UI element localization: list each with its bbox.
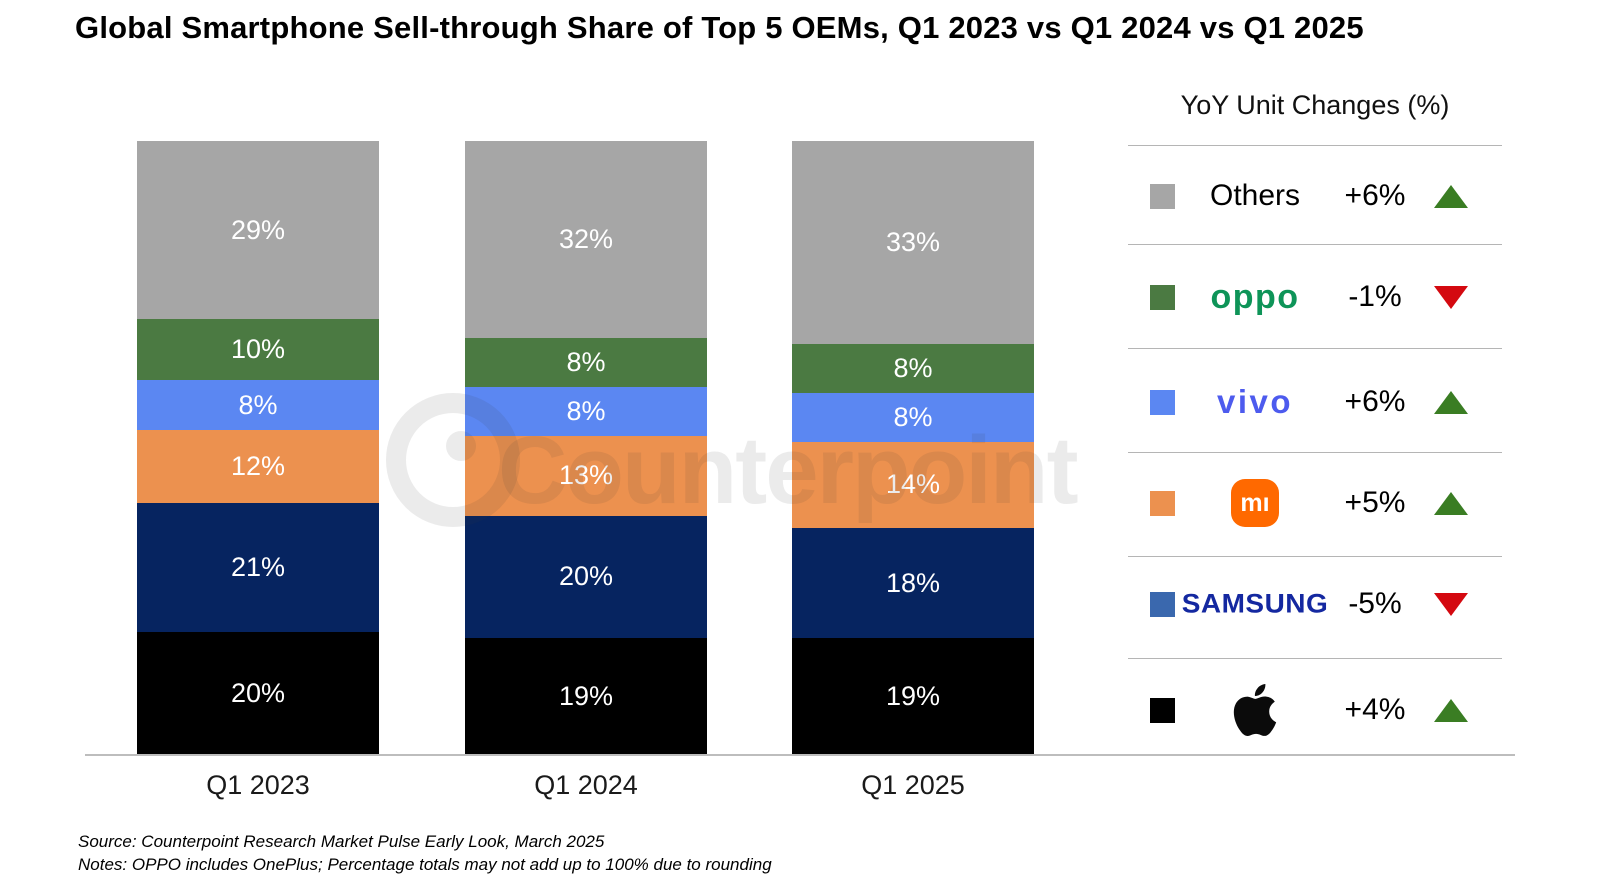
oppo-logo: oppo: [1210, 277, 1300, 316]
bar-segment-samsung: 21%: [137, 503, 379, 633]
up-triangle-icon: [1434, 698, 1468, 722]
x-axis-line: [85, 754, 1515, 756]
legend-row-samsung: SAMSUNG -5%: [1128, 559, 1502, 649]
legend-divider: [1128, 658, 1502, 659]
bar-segment-oppo: 10%: [137, 319, 379, 381]
segment-value-label: 29%: [230, 214, 286, 245]
xiaomi-change-value: +5%: [1344, 486, 1406, 519]
others-swatch: [1150, 183, 1175, 209]
bar-segment-xiaomi: 14%: [792, 441, 1034, 528]
mi-logo-glyph: mı: [1240, 488, 1270, 517]
legend-divider: [1128, 145, 1502, 146]
page-title: Global Smartphone Sell-through Share of …: [75, 10, 1364, 45]
segment-value-label: 33%: [885, 226, 941, 257]
samsung-change-value: -5%: [1348, 587, 1402, 620]
bar-segment-vivo: 8%: [137, 380, 379, 430]
notes-line: Notes: OPPO includes OnePlus; Percentage…: [78, 855, 772, 874]
vivo-logo: vivo: [1216, 383, 1294, 420]
apple-change-value: +4%: [1344, 693, 1406, 726]
segment-value-label: 20%: [558, 561, 614, 592]
others-change-value: +6%: [1344, 179, 1406, 212]
oppo-swatch: [1150, 284, 1175, 310]
samsung-swatch: [1150, 591, 1175, 617]
x-axis-label: Q1 2025: [861, 770, 965, 800]
bar-segment-xiaomi: 13%: [465, 435, 707, 516]
apple-logo-icon: [1229, 682, 1281, 738]
bar-segment-vivo: 8%: [792, 392, 1034, 442]
legend-divider: [1128, 244, 1502, 245]
samsung-logo: SAMSUNG: [1181, 588, 1329, 619]
bar-segment-apple: 20%: [137, 632, 379, 755]
apple-swatch: [1150, 697, 1175, 723]
bar-segment-vivo: 8%: [465, 386, 707, 436]
source-line: Source: Counterpoint Research Market Pul…: [78, 832, 605, 851]
bar-segment-others: 32%: [465, 141, 707, 338]
bar-segment-xiaomi: 12%: [137, 429, 379, 504]
up-triangle-icon: [1434, 390, 1468, 414]
vivo-change-value: +6%: [1344, 385, 1406, 418]
segment-value-label: 8%: [566, 395, 606, 426]
segment-value-label: 21%: [230, 552, 286, 583]
footer-notes: Source: Counterpoint Research Market Pul…: [78, 830, 772, 876]
bar-segment-samsung: 20%: [465, 515, 707, 639]
others-label: Others: [1209, 179, 1301, 212]
down-triangle-icon: [1434, 592, 1468, 616]
vivo-swatch: [1150, 389, 1175, 415]
bar-segment-others: 29%: [137, 141, 379, 320]
legend-divider: [1128, 556, 1502, 557]
segment-value-label: 19%: [885, 681, 941, 712]
legend-row-xiaomi: mı +5%: [1128, 458, 1502, 548]
segment-value-label: 13%: [558, 460, 614, 491]
legend-row-others: Others +6%: [1128, 151, 1502, 241]
bar-segment-others: 33%: [792, 141, 1034, 344]
x-axis-label: Q1 2023: [206, 770, 310, 800]
legend-row-oppo: oppo -1%: [1128, 252, 1502, 342]
stacked-bar-q1-2023: 20% 21% 12% 8% 10% 29%: [137, 141, 379, 755]
oppo-change-value: -1%: [1348, 280, 1402, 313]
stacked-bar-q1-2025: 19% 18% 14% 8% 8% 33%: [792, 141, 1034, 755]
legend-header: YoY Unit Changes (%): [1180, 90, 1450, 120]
segment-value-label: 32%: [558, 223, 614, 254]
segment-value-label: 12%: [230, 450, 286, 481]
down-triangle-icon: [1434, 285, 1468, 309]
segment-value-label: 8%: [893, 352, 933, 383]
bar-segment-oppo: 8%: [792, 343, 1034, 393]
bar-segment-samsung: 18%: [792, 527, 1034, 639]
segment-value-label: 18%: [885, 567, 941, 598]
legend-row-apple: +4%: [1128, 665, 1502, 755]
x-axis-label: Q1 2024: [534, 770, 638, 800]
segment-value-label: 8%: [893, 401, 933, 432]
stacked-bar-q1-2024: 19% 20% 13% 8% 8% 32%: [465, 141, 707, 755]
segment-value-label: 8%: [566, 346, 606, 377]
bar-segment-apple: 19%: [465, 638, 707, 755]
up-triangle-icon: [1434, 184, 1468, 208]
segment-value-label: 20%: [230, 678, 286, 709]
xiaomi-mi-logo: mı: [1231, 479, 1279, 527]
segment-value-label: 14%: [885, 469, 941, 500]
segment-value-label: 8%: [238, 389, 278, 420]
legend-divider: [1128, 452, 1502, 453]
legend-divider: [1128, 348, 1502, 349]
segment-value-label: 10%: [230, 334, 286, 365]
bar-segment-apple: 19%: [792, 638, 1034, 755]
bar-segment-oppo: 8%: [465, 337, 707, 387]
legend-row-vivo: vivo +6%: [1128, 357, 1502, 447]
segment-value-label: 19%: [558, 681, 614, 712]
xiaomi-swatch: [1150, 490, 1175, 516]
up-triangle-icon: [1434, 491, 1468, 515]
